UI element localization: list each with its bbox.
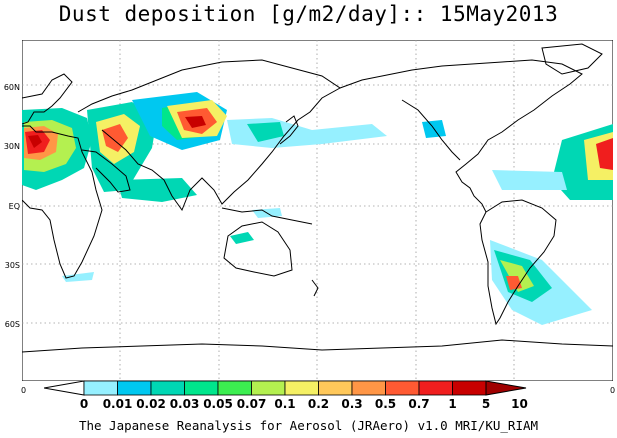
colorbar-tick-label: 0.02 [136,397,166,411]
lon-end-label-left: 0 [21,386,27,395]
colorbar-tick-label: 0.1 [274,397,296,411]
colorbar [44,380,527,396]
lat-label-60s: 60S [4,320,20,329]
map-gridlines [22,40,613,381]
colorbar-tick-label: 0.03 [169,397,200,411]
colorbar-cell [150,380,185,396]
chart-title: Dust deposition [g/m2/day]:: 15May2013 [58,2,559,26]
colorbar-tick-label: 0 [79,397,89,411]
colorbar-tick-label: 0.07 [236,397,267,411]
colorbar-cell [452,380,487,396]
colorbar-tick-label: 0.5 [374,397,397,411]
colorbar-cell [318,380,353,396]
lat-label-30n: 30N [3,142,20,151]
lat-label-eq: EQ [8,202,20,211]
colorbar-tick-label: 0.01 [102,397,133,411]
colorbar-arrow-low [44,380,85,396]
colorbar-cell [217,380,252,396]
lat-label-60n: 60N [3,83,20,92]
colorbar-tick-label: 5 [481,397,491,411]
colorbar-tick-label: 1 [448,397,457,411]
colorbar-tick-label: 0.2 [307,397,330,411]
coastlines [22,43,613,353]
colorbar-cell [117,380,152,396]
dust-deposition-shading [22,92,613,325]
colorbar-tick-label: 10 [511,397,528,411]
colorbar-cell [184,380,219,396]
colorbar-tick-label: 0.3 [341,397,363,411]
lat-label-30s: 30S [4,261,20,270]
lon-end-label-right: 0 [610,386,616,395]
colorbar-tick-label: 0.7 [408,397,430,411]
colorbar-cell [385,380,420,396]
colorbar-cell [351,380,386,396]
colorbar-cell [83,380,118,396]
colorbar-cell [284,380,319,396]
colorbar-arrow-high [485,380,527,396]
colorbar-cell [418,380,453,396]
colorbar-cell [251,380,286,396]
credit-line: The Japanese Reanalysis for Aerosol (JRA… [78,418,539,433]
world-dust-map [22,40,613,381]
colorbar-tick-label: 0.05 [203,397,233,411]
